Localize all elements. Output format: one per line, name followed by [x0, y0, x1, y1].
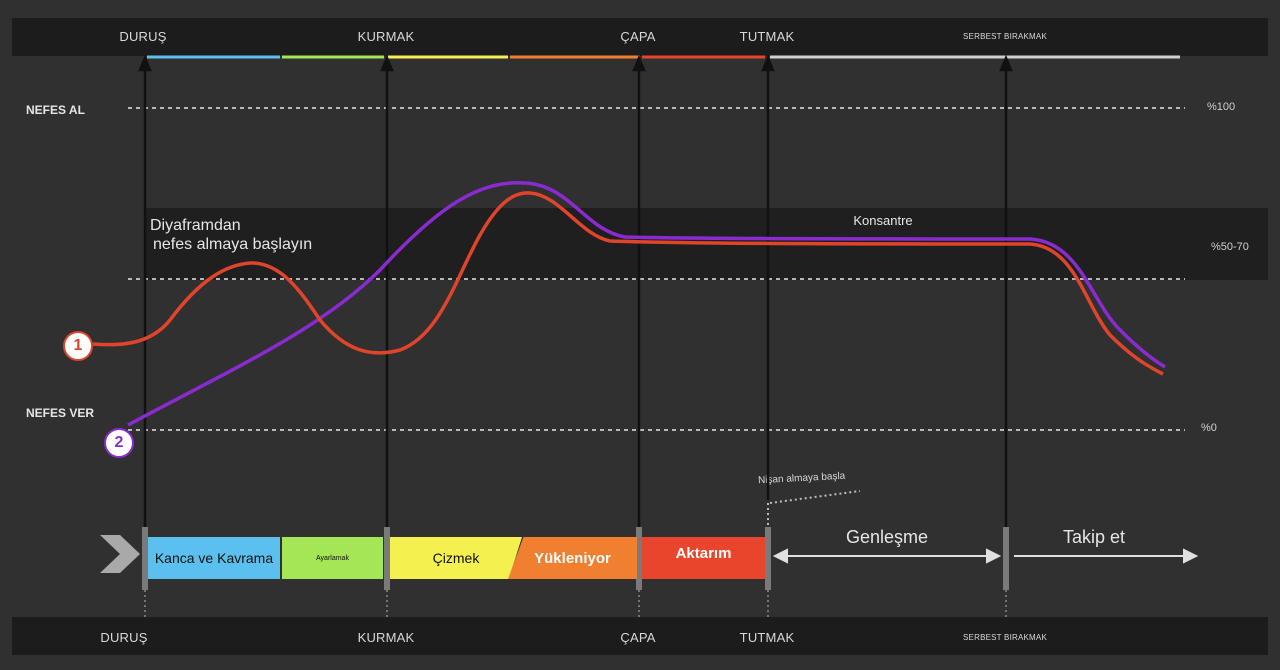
top-label-anchor: ÇAPA	[620, 29, 656, 44]
post-anchor	[636, 527, 642, 590]
expansion-label: Genleşme	[845, 527, 929, 547]
exhale-label: NEFES VER	[26, 406, 95, 420]
phase-box-adjust: Ayarlamak	[282, 537, 383, 579]
inhale-label: NEFES AL	[26, 103, 85, 117]
top-phase-band	[12, 18, 1268, 56]
post-setup	[384, 527, 390, 590]
follow-label: Takip et	[1062, 527, 1126, 547]
curve-2-marker: 2	[104, 428, 134, 458]
phase-arrowhead-hold	[761, 54, 775, 72]
phase-box-draw: Çizmek	[390, 537, 522, 579]
curve-1-marker: 1	[63, 331, 93, 361]
diaphragm-note-line1: Diyaframdan	[150, 217, 241, 234]
bottom-label-release: SERBEST BIRAKMAK	[963, 633, 1047, 642]
expansion-arrowhead-left	[772, 548, 788, 564]
diaphragm-note-line2: nefes almaya başlayın	[153, 236, 313, 253]
phase-arrowhead-setup	[380, 54, 394, 72]
breath-curve-2	[127, 181, 1166, 427]
diaphragm-note: Diyaframdan nefes almaya başlayın	[150, 216, 312, 254]
breath-curve-1	[92, 191, 1164, 376]
bottom-label-setup: KURMAK	[357, 630, 415, 645]
top-label-release: SERBEST BIRAKMAK	[963, 32, 1047, 41]
post-hold	[765, 527, 771, 590]
bottom-phase-band	[12, 617, 1268, 655]
expansion-arrowhead-right	[986, 548, 1002, 564]
aim-dotted-line	[769, 490, 861, 504]
percent-0-label: %0	[1201, 422, 1217, 434]
phase-box-transfer: Aktarım	[642, 537, 765, 579]
top-label-setup: KURMAK	[357, 29, 415, 44]
post-stance	[142, 527, 148, 590]
percent-100-label: %100	[1207, 101, 1236, 113]
phase-arrowhead-stance	[138, 54, 152, 72]
phase-box-hook-grip: Kanca ve Kavrama	[148, 537, 280, 579]
chevron-right-icon	[100, 535, 140, 573]
percent-50-70-label: %50-70	[1211, 241, 1249, 253]
bottom-label-hold: TUTMAK	[739, 630, 795, 645]
post-release	[1003, 527, 1009, 590]
bottom-label-stance: DURUŞ	[100, 630, 148, 645]
phase-arrowhead-anchor	[632, 54, 646, 72]
phase-arrowhead-release	[999, 54, 1013, 72]
top-label-stance: DURUŞ	[119, 29, 167, 44]
follow-arrowhead-right	[1183, 548, 1199, 564]
bottom-label-anchor: ÇAPA	[620, 630, 656, 645]
phase-box-loading: Yükleniyor	[508, 537, 637, 579]
concentrate-label: Konsantre	[853, 213, 913, 228]
top-label-hold: TUTMAK	[739, 29, 795, 44]
